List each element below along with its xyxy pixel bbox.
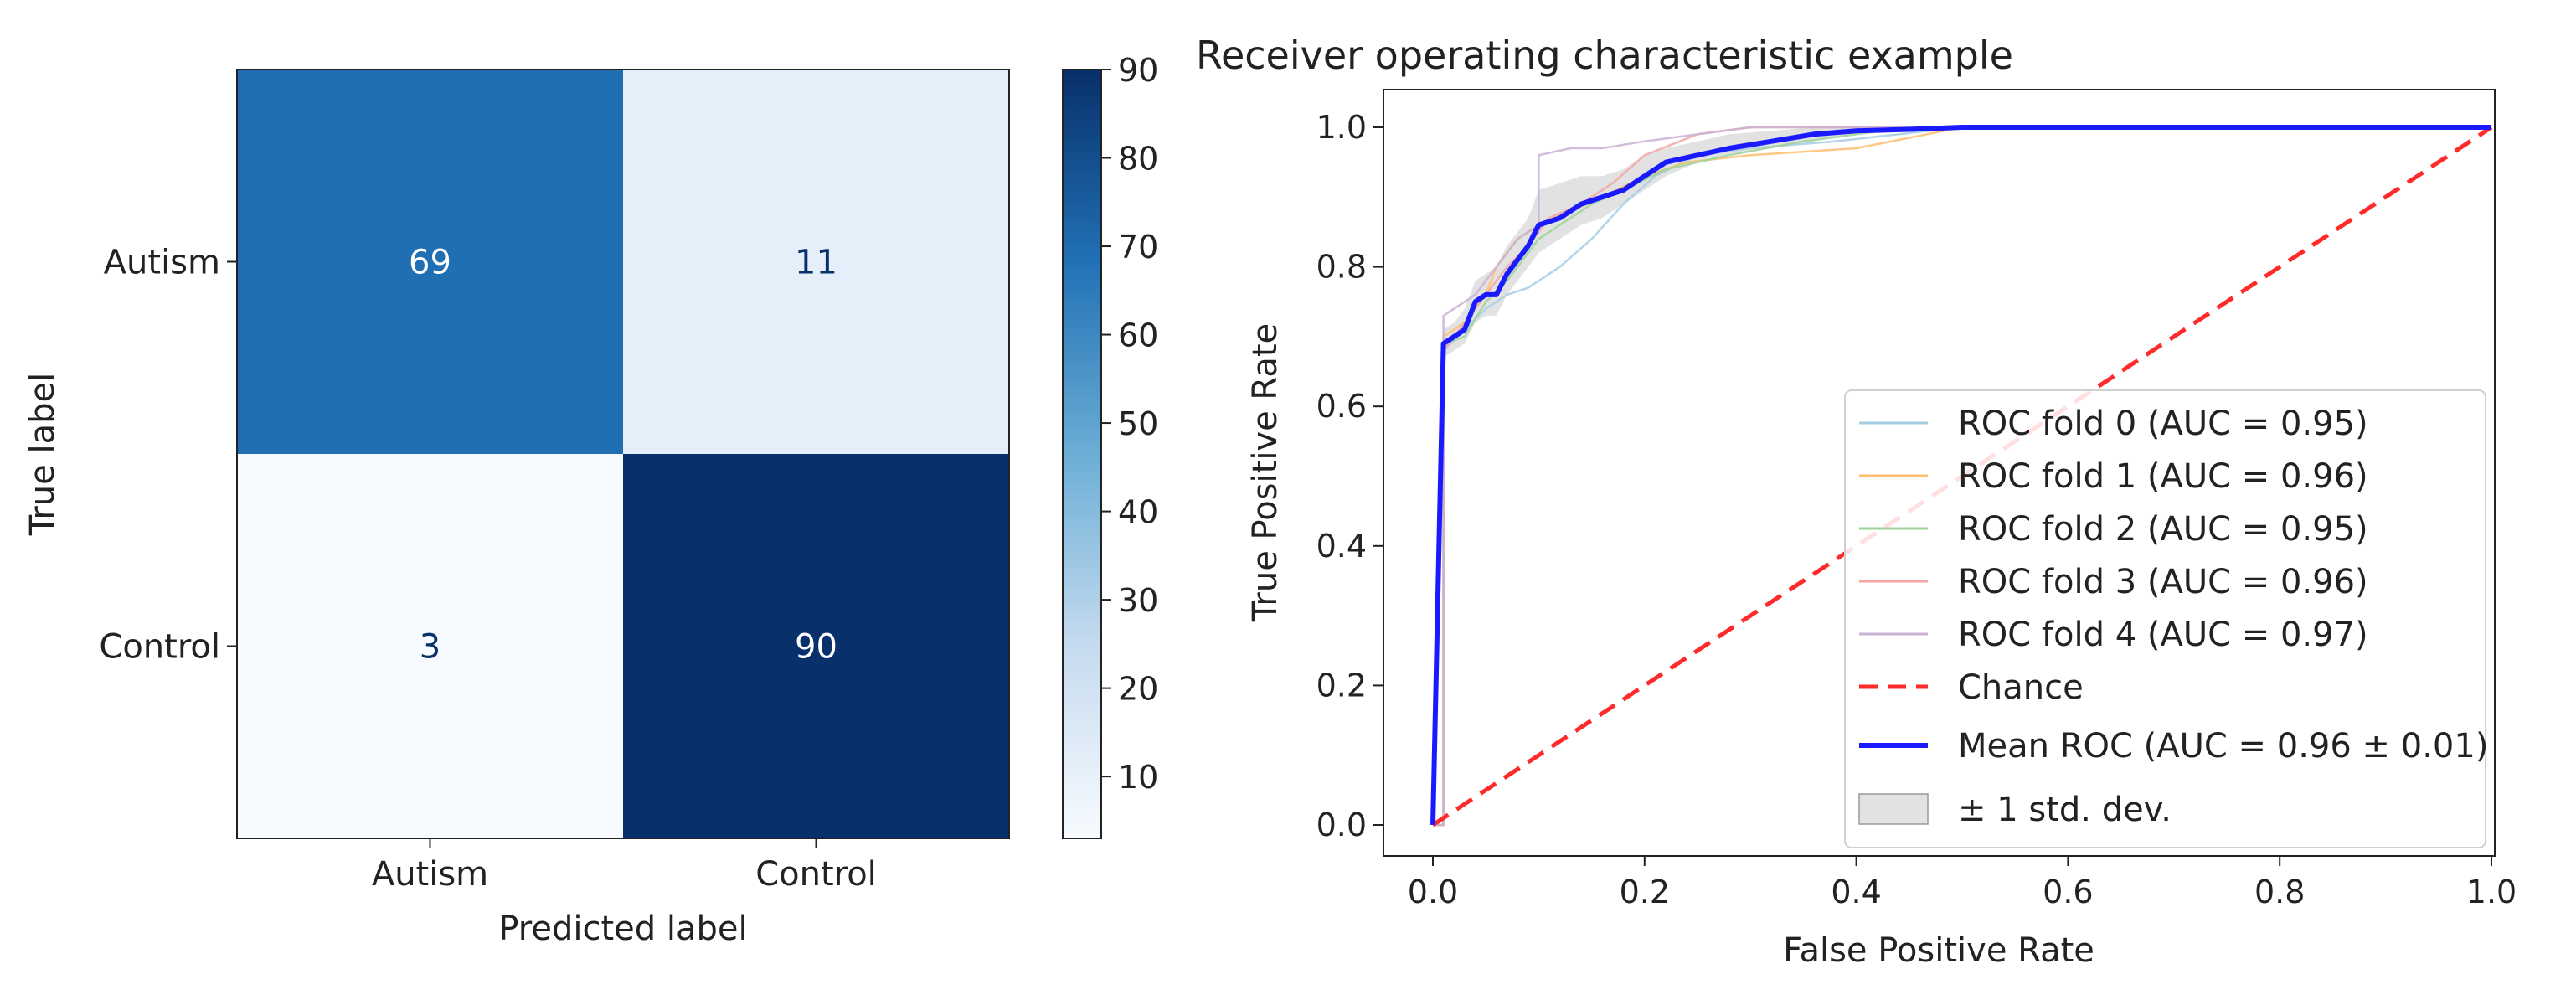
legend-label: Mean ROC (AUC = 0.96 ± 0.01) — [1958, 727, 2488, 766]
cell-1-1 — [623, 454, 1009, 838]
roc-x-tick-label: 0.0 — [1408, 874, 1458, 910]
roc-plot-frame — [1383, 89, 2496, 857]
y-tick-label: Autism — [104, 244, 220, 282]
roc-title: Receiver operating characteristic exampl… — [1196, 33, 2013, 78]
x-axis-label: Predicted label — [498, 910, 747, 948]
confusion-matrix-frame — [236, 69, 1010, 839]
y-tick-label: Control — [99, 628, 220, 667]
roc-x-tick-label: 0.6 — [2043, 874, 2093, 910]
confusion-matrix-ticks: Autism Control Autism Control — [99, 244, 876, 894]
colorbar-tick-label: 70 — [1118, 229, 1158, 266]
roc-x-axis-label: False Positive Rate — [1783, 931, 2094, 970]
roc-x-tick-label: 0.4 — [1831, 874, 1881, 910]
colorbar-tick-label: 30 — [1118, 582, 1158, 619]
cell-value: 69 — [409, 244, 451, 282]
roc-y-tick-label: 0.0 — [1316, 807, 1367, 843]
cell-value: 90 — [795, 628, 837, 667]
mean-roc-line — [1430, 125, 2491, 826]
cell-1-0 — [237, 454, 623, 838]
x-tick-label: Control — [755, 855, 877, 894]
roc-y-tick-label: 0.6 — [1316, 388, 1367, 425]
legend-swatch — [1858, 793, 1929, 825]
roc-y-axis-label: True Positive Rate — [1246, 323, 1285, 622]
colorbar-tick-label: 60 — [1118, 317, 1158, 354]
roc-y-tick-label: 1.0 — [1316, 109, 1367, 146]
roc-x-tick-label: 0.2 — [1620, 874, 1670, 910]
legend-box — [1844, 389, 2486, 848]
legend: ROC fold 0 (AUC = 0.95) ROC fold 1 (AUC =… — [1844, 389, 2488, 848]
legend-label: Chance — [1958, 668, 2084, 707]
colorbar-tick-label: 90 — [1118, 52, 1158, 89]
legend-label: ± 1 std. dev. — [1958, 791, 2172, 829]
colorbar-ticks: 10 20 30 40 50 60 70 80 90 — [1101, 52, 1158, 796]
legend-label: ROC fold 3 (AUC = 0.96) — [1958, 563, 2368, 601]
roc-x-tick-label: 1.0 — [2466, 874, 2517, 910]
confusion-matrix: 69 11 3 90 Autism Control Autism Control Predi… — [23, 52, 1158, 948]
legend-label: ROC fold 2 (AUC = 0.95) — [1958, 510, 2368, 549]
x-tick-label: Autism — [372, 855, 488, 894]
roc-ticks: 0.0 0.2 0.4 0.6 0.8 1.0 0.0 0.2 0.4 0.6 0.8 1.0 — [1316, 109, 2517, 910]
colorbar — [1062, 69, 1102, 839]
colorbar-tick-label: 80 — [1118, 141, 1158, 178]
colorbar-tick-label: 50 — [1118, 405, 1158, 442]
colorbar-tick-label: 10 — [1118, 759, 1158, 796]
colorbar-tick-label: 20 — [1118, 671, 1158, 708]
roc-y-tick-label: 0.4 — [1316, 528, 1367, 565]
roc-y-tick-label: 0.2 — [1316, 667, 1367, 704]
roc-lines — [1430, 125, 2493, 827]
roc-y-tick-label: 0.8 — [1316, 249, 1367, 286]
legend-label: ROC fold 4 (AUC = 0.97) — [1958, 616, 2368, 654]
legend-label: ROC fold 0 (AUC = 0.95) — [1958, 405, 2368, 443]
cell-value: 3 — [420, 628, 440, 667]
cell-value: 11 — [795, 244, 837, 282]
cell-0-0 — [237, 70, 623, 454]
roc-chart: Receiver operating characteristic exampl… — [1196, 33, 2517, 970]
roc-x-tick-label: 0.8 — [2254, 874, 2305, 910]
legend-label: ROC fold 1 (AUC = 0.96) — [1958, 457, 2368, 496]
colorbar-tick-label: 40 — [1118, 494, 1158, 531]
cell-0-1 — [623, 70, 1009, 454]
confusion-matrix-cells: 69 11 3 90 — [237, 70, 1009, 838]
y-axis-label: True label — [23, 373, 62, 536]
